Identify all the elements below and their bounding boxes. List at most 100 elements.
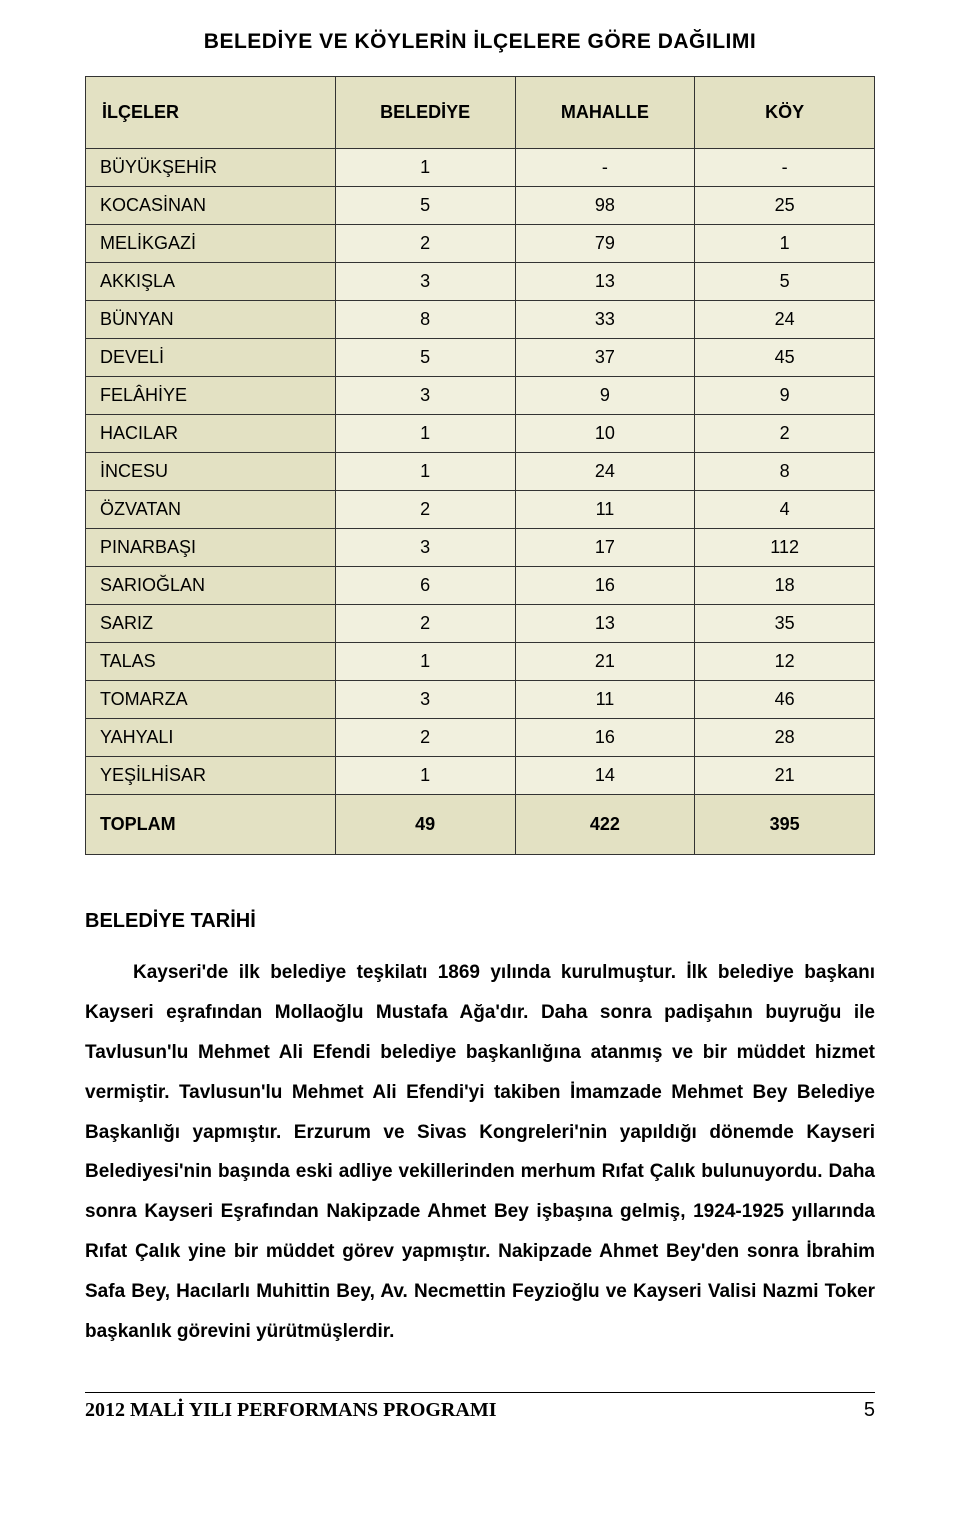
total-value: 49 [335, 795, 515, 855]
table-row: AKKIŞLA3135 [86, 263, 875, 301]
row-value: 45 [695, 339, 875, 377]
row-label: ÖZVATAN [86, 491, 336, 529]
col-header-koy: KÖY [695, 77, 875, 149]
footer-text: 2012 MALİ YILI PERFORMANS PROGRAMI [85, 1399, 496, 1422]
table-row: FELÂHİYE399 [86, 377, 875, 415]
table-row: ÖZVATAN2114 [86, 491, 875, 529]
row-value: 21 [515, 643, 695, 681]
total-value: 422 [515, 795, 695, 855]
row-value: 5 [335, 187, 515, 225]
total-value: 395 [695, 795, 875, 855]
section-title: BELEDİYE TARİHİ [85, 910, 875, 933]
row-value: 1 [695, 225, 875, 263]
row-label: SARIZ [86, 605, 336, 643]
table-row: YAHYALI21628 [86, 719, 875, 757]
row-value: 8 [335, 301, 515, 339]
row-value: 1 [335, 643, 515, 681]
row-label: BÜNYAN [86, 301, 336, 339]
row-value: 12 [695, 643, 875, 681]
table-title: BELEDİYE VE KÖYLERİN İLÇELERE GÖRE DAĞIL… [85, 30, 875, 54]
row-value: 16 [515, 567, 695, 605]
row-label: KOCASİNAN [86, 187, 336, 225]
table-row: KOCASİNAN59825 [86, 187, 875, 225]
row-value: 11 [515, 491, 695, 529]
row-value: 3 [335, 681, 515, 719]
table-row: DEVELİ53745 [86, 339, 875, 377]
table-row: TOMARZA31146 [86, 681, 875, 719]
row-value: - [695, 149, 875, 187]
table-header-row: İLÇELER BELEDİYE MAHALLE KÖY [86, 77, 875, 149]
row-label: FELÂHİYE [86, 377, 336, 415]
row-value: 14 [515, 757, 695, 795]
page-footer: 2012 MALİ YILI PERFORMANS PROGRAMI 5 [85, 1392, 875, 1422]
row-value: 46 [695, 681, 875, 719]
col-header-belediye: BELEDİYE [335, 77, 515, 149]
row-label: AKKIŞLA [86, 263, 336, 301]
table-row: İNCESU1248 [86, 453, 875, 491]
row-value: 10 [515, 415, 695, 453]
row-value: 2 [335, 491, 515, 529]
row-label: BÜYÜKŞEHİR [86, 149, 336, 187]
row-label: TALAS [86, 643, 336, 681]
row-value: - [515, 149, 695, 187]
row-value: 16 [515, 719, 695, 757]
row-value: 3 [335, 529, 515, 567]
col-header-mahalle: MAHALLE [515, 77, 695, 149]
section-body: Kayseri'de ilk belediye teşkilatı 1869 y… [85, 953, 875, 1352]
total-label: TOPLAM [86, 795, 336, 855]
row-value: 13 [515, 605, 695, 643]
row-value: 1 [335, 415, 515, 453]
footer-page-number: 5 [864, 1399, 875, 1422]
row-label: MELİKGAZİ [86, 225, 336, 263]
row-value: 2 [335, 605, 515, 643]
row-value: 98 [515, 187, 695, 225]
row-label: HACILAR [86, 415, 336, 453]
row-value: 37 [515, 339, 695, 377]
table-row: YEŞİLHİSAR11421 [86, 757, 875, 795]
distribution-table: İLÇELER BELEDİYE MAHALLE KÖY BÜYÜKŞEHİR1… [85, 76, 875, 855]
row-value: 11 [515, 681, 695, 719]
row-value: 1 [335, 757, 515, 795]
row-value: 33 [515, 301, 695, 339]
row-value: 5 [335, 339, 515, 377]
row-value: 9 [515, 377, 695, 415]
row-label: YEŞİLHİSAR [86, 757, 336, 795]
row-label: YAHYALI [86, 719, 336, 757]
row-value: 17 [515, 529, 695, 567]
col-header-ilceler: İLÇELER [86, 77, 336, 149]
row-value: 1 [335, 453, 515, 491]
row-value: 21 [695, 757, 875, 795]
row-label: SARIOĞLAN [86, 567, 336, 605]
row-value: 3 [335, 263, 515, 301]
row-value: 2 [695, 415, 875, 453]
table-row: SARIZ21335 [86, 605, 875, 643]
table-row: PINARBAŞI317112 [86, 529, 875, 567]
row-value: 35 [695, 605, 875, 643]
table-row: BÜNYAN83324 [86, 301, 875, 339]
row-value: 8 [695, 453, 875, 491]
row-value: 24 [695, 301, 875, 339]
row-value: 3 [335, 377, 515, 415]
row-value: 9 [695, 377, 875, 415]
table-row: TALAS12112 [86, 643, 875, 681]
row-value: 2 [335, 719, 515, 757]
row-value: 2 [335, 225, 515, 263]
row-value: 25 [695, 187, 875, 225]
row-value: 18 [695, 567, 875, 605]
row-value: 13 [515, 263, 695, 301]
row-value: 24 [515, 453, 695, 491]
table-row: MELİKGAZİ2791 [86, 225, 875, 263]
row-label: PINARBAŞI [86, 529, 336, 567]
row-value: 28 [695, 719, 875, 757]
row-label: TOMARZA [86, 681, 336, 719]
table-row: SARIOĞLAN61618 [86, 567, 875, 605]
row-value: 79 [515, 225, 695, 263]
table-total-row: TOPLAM49422395 [86, 795, 875, 855]
row-value: 6 [335, 567, 515, 605]
row-label: DEVELİ [86, 339, 336, 377]
row-value: 1 [335, 149, 515, 187]
row-label: İNCESU [86, 453, 336, 491]
row-value: 4 [695, 491, 875, 529]
row-value: 5 [695, 263, 875, 301]
table-row: HACILAR1102 [86, 415, 875, 453]
